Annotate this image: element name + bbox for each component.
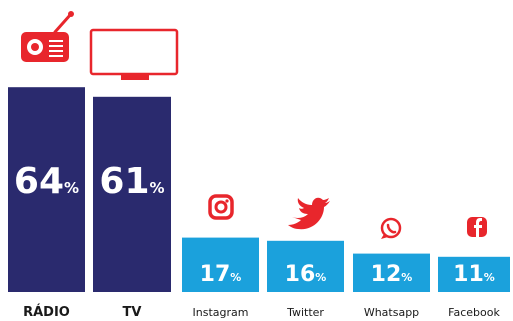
instagram-icon <box>208 194 234 220</box>
bars-group: 64% 61% 17% 16% 12% 11% <box>8 87 510 292</box>
bar-instagram <box>182 237 259 292</box>
bar-twitter <box>267 240 344 292</box>
category-label: Instagram <box>193 306 249 319</box>
bar-facebook <box>438 256 510 292</box>
facebook-icon <box>467 217 487 237</box>
bar-whatsapp <box>353 253 430 292</box>
tv-icon <box>89 28 179 80</box>
data-label: 11% <box>453 262 495 287</box>
whatsapp-icon <box>380 217 402 239</box>
category-label: Twitter <box>286 306 324 319</box>
category-label: Facebook <box>448 306 500 319</box>
radio-icon <box>21 11 74 62</box>
data-label: 12% <box>371 262 413 287</box>
category-label: TV <box>123 305 142 320</box>
category-labels-group: RÁDIO TV Instagram Twitter Whatsapp Facebook <box>23 304 500 320</box>
data-label: 61% <box>99 161 164 202</box>
category-label: RÁDIO <box>23 304 70 320</box>
bar-tv <box>93 96 171 292</box>
data-label: 16% <box>285 262 327 287</box>
icons-group <box>21 11 487 239</box>
bar-r-dio <box>8 87 85 292</box>
data-label: 17% <box>200 262 242 287</box>
data-label: 64% <box>14 161 79 202</box>
twitter-icon <box>288 197 330 230</box>
category-label: Whatsapp <box>364 306 419 319</box>
